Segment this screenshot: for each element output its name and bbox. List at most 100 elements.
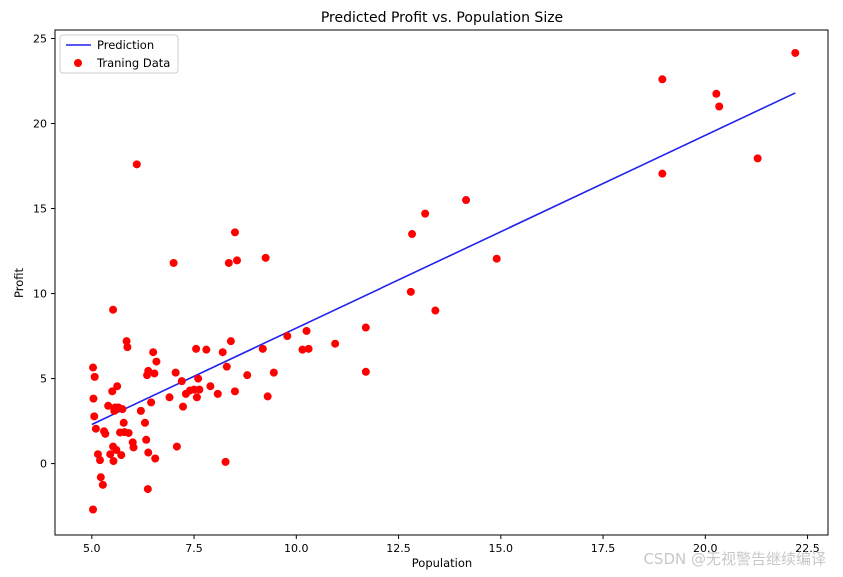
- training-data-point: [304, 344, 313, 353]
- training-data-point: [224, 258, 233, 267]
- training-data-point: [117, 451, 126, 460]
- training-data-point: [261, 253, 270, 262]
- training-data-point: [192, 393, 201, 402]
- training-data-point: [123, 343, 132, 352]
- training-data-point: [165, 393, 174, 402]
- training-data-point: [331, 339, 340, 348]
- training-data-point: [222, 362, 231, 371]
- training-data-point: [171, 368, 180, 377]
- training-data-point: [147, 398, 156, 407]
- training-data-point: [150, 369, 159, 378]
- training-data-point: [195, 385, 204, 394]
- training-data-point: [98, 480, 107, 489]
- training-data-point: [149, 348, 158, 357]
- y-tick-label: 0: [40, 458, 47, 471]
- training-data-point: [791, 48, 800, 57]
- training-data-point: [132, 160, 141, 169]
- training-data-point: [658, 75, 667, 84]
- legend-training-label: Traning Data: [96, 56, 170, 70]
- training-data-point: [101, 429, 110, 438]
- training-data-point: [202, 345, 211, 354]
- training-data-point: [406, 287, 415, 296]
- x-axis-label: Population: [412, 556, 472, 570]
- legend-training-swatch: [74, 59, 82, 67]
- y-tick-label: 5: [40, 373, 47, 386]
- training-data-point: [194, 374, 203, 383]
- training-data-point: [408, 230, 417, 239]
- y-tick-label: 10: [33, 288, 47, 301]
- training-data-point: [243, 371, 252, 380]
- x-tick-label: 10.0: [284, 542, 309, 555]
- training-data-point: [89, 394, 98, 403]
- training-data-point: [712, 89, 721, 98]
- training-data-point: [143, 485, 152, 494]
- training-data-point: [106, 450, 115, 459]
- training-data-point: [361, 323, 370, 332]
- plot-frame: [54, 29, 829, 536]
- legend-prediction-label: Prediction: [97, 38, 154, 52]
- training-data-point: [122, 337, 131, 346]
- training-data-point: [258, 344, 267, 353]
- training-data-point: [462, 196, 471, 205]
- y-tick-label: 15: [33, 203, 47, 216]
- training-data-point: [283, 332, 292, 341]
- training-data-point: [152, 357, 161, 366]
- training-data-point: [192, 344, 201, 353]
- training-data-point: [118, 405, 127, 414]
- training-data-point: [226, 337, 235, 346]
- training-data-point: [119, 418, 128, 427]
- training-data-point: [113, 382, 122, 391]
- training-data-point: [90, 412, 99, 421]
- training-data-point: [89, 363, 98, 372]
- training-data-point: [431, 306, 440, 315]
- training-data-point: [715, 102, 724, 111]
- x-tick-label: 12.5: [386, 542, 411, 555]
- training-data-point: [96, 473, 105, 482]
- training-data-point: [206, 382, 215, 391]
- watermark: CSDN @无视警告继续编译: [643, 550, 826, 568]
- training-data-point: [361, 367, 370, 376]
- x-tick-label: 5.0: [83, 542, 101, 555]
- training-data-point: [302, 326, 311, 335]
- training-data-point: [108, 387, 117, 396]
- y-axis-label: Profit: [12, 268, 26, 298]
- training-data-point: [230, 387, 239, 396]
- x-tick-label: 15.0: [489, 542, 514, 555]
- training-data-point: [95, 456, 104, 465]
- training-data-point: [179, 402, 188, 411]
- training-data-point: [104, 401, 113, 410]
- training-data-point: [263, 392, 272, 401]
- training-data-point: [298, 345, 307, 354]
- training-data-point: [91, 424, 100, 433]
- training-data-point: [172, 442, 181, 451]
- training-data-point: [230, 228, 239, 237]
- y-tick-label: 25: [33, 33, 47, 46]
- training-data-point: [90, 372, 99, 381]
- training-data-point: [129, 443, 138, 452]
- training-data-point: [218, 348, 227, 357]
- training-data-point: [421, 209, 430, 218]
- training-data-point: [492, 254, 501, 263]
- training-data-point: [142, 435, 151, 444]
- training-data-point: [140, 418, 149, 427]
- training-data-point: [109, 457, 118, 466]
- training-data-point: [177, 377, 186, 386]
- legend: Prediction Traning Data: [59, 34, 179, 74]
- x-axis: 5.0 7.5 10.0 12.5 15.0 17.5 20.0 22.5: [83, 535, 820, 555]
- training-data-point: [136, 406, 145, 415]
- training-data-point: [144, 448, 153, 457]
- training-data-point: [269, 368, 278, 377]
- training-data-point: [213, 389, 222, 398]
- x-tick-label: 7.5: [185, 542, 203, 555]
- training-data-point: [753, 154, 762, 163]
- training-data-point: [169, 258, 178, 267]
- x-tick-label: 22.5: [795, 542, 820, 555]
- training-data-point: [112, 445, 121, 454]
- y-tick-label: 20: [33, 118, 47, 131]
- y-axis: 0 5 10 15 20 25: [33, 33, 55, 471]
- training-data-point: [144, 366, 153, 375]
- training-data-point: [109, 305, 118, 314]
- training-data-point: [151, 454, 160, 463]
- training-data-point: [221, 457, 230, 466]
